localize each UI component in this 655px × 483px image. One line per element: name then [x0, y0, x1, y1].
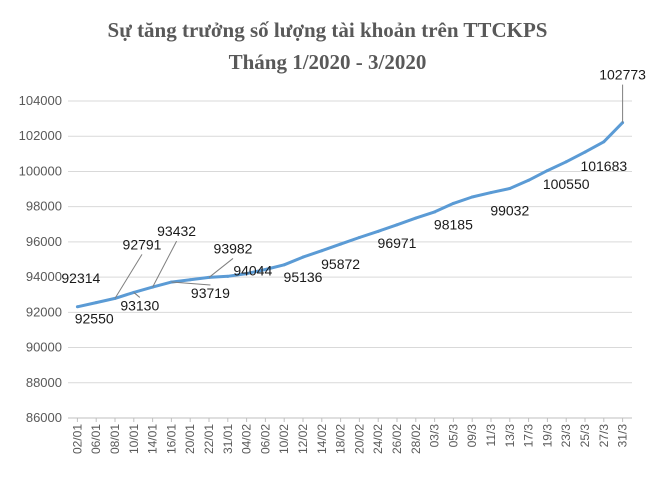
- data-point: [545, 169, 549, 173]
- data-label: 93130: [120, 297, 159, 313]
- x-tick-label: 14/01: [146, 424, 160, 454]
- data-label: 102773: [599, 67, 646, 83]
- data-label: 95872: [321, 256, 360, 272]
- data-point: [508, 186, 512, 190]
- data-label: 95136: [284, 269, 323, 285]
- x-tick-label: 25/3: [578, 424, 592, 448]
- y-tick-label: 86000: [26, 410, 62, 425]
- data-point: [94, 301, 98, 305]
- data-point: [263, 268, 267, 272]
- data-label: 93719: [191, 285, 230, 301]
- x-tick-label: 09/3: [465, 424, 479, 448]
- x-tick-label: 05/3: [446, 424, 460, 448]
- data-point: [226, 274, 230, 278]
- data-label: 94044: [233, 262, 272, 278]
- y-tick-label: 100000: [19, 163, 62, 178]
- x-tick-label: 20/02: [352, 424, 366, 454]
- x-tick-label: 27/3: [597, 424, 611, 448]
- x-tick-label: 10/02: [277, 424, 291, 454]
- data-point: [564, 160, 568, 164]
- x-tick-label: 24/02: [371, 424, 385, 454]
- data-point: [470, 195, 474, 199]
- data-point: [75, 305, 79, 309]
- data-point: [451, 201, 455, 205]
- x-tick-label: 19/3: [540, 424, 554, 448]
- data-point: [527, 178, 531, 182]
- x-tick-label: 06/02: [258, 424, 272, 454]
- data-label: 92550: [75, 311, 114, 327]
- x-tick-label: 28/02: [409, 424, 423, 454]
- data-label-leader: [208, 258, 234, 278]
- chart-title: Sự tăng trưởng số lượng tài khoản trên T…: [107, 18, 548, 42]
- x-tick-label: 12/02: [296, 424, 310, 454]
- data-point: [357, 235, 361, 239]
- x-tick-label: 02/01: [70, 424, 84, 454]
- data-label: 100550: [543, 176, 590, 192]
- data-label: 96971: [378, 235, 417, 251]
- data-label: 93432: [157, 223, 196, 239]
- x-tick-label: 08/01: [108, 424, 122, 454]
- x-tick-label: 23/3: [559, 424, 573, 448]
- y-tick-label: 102000: [19, 128, 62, 143]
- data-label-leader: [114, 254, 143, 299]
- data-label-leader: [133, 292, 141, 298]
- y-tick-label: 88000: [26, 375, 62, 390]
- data-label: 101683: [580, 158, 627, 174]
- x-tick-label: 04/02: [240, 424, 254, 454]
- x-tick-label: 11/3: [484, 424, 498, 447]
- data-point: [282, 263, 286, 267]
- x-tick-label: 16/01: [164, 424, 178, 454]
- x-tick-label: 26/02: [390, 424, 404, 454]
- data-point: [395, 223, 399, 227]
- x-tick-label: 03/3: [428, 424, 442, 448]
- x-tick-label: 20/01: [183, 424, 197, 454]
- data-point: [188, 278, 192, 282]
- data-point: [414, 216, 418, 220]
- x-tick-label: 10/01: [127, 424, 141, 454]
- data-label: 92314: [61, 270, 100, 286]
- x-tick-label: 13/3: [503, 424, 517, 448]
- y-tick-label: 96000: [26, 234, 62, 249]
- y-tick-label: 94000: [26, 269, 62, 284]
- y-tick-label: 90000: [26, 340, 62, 355]
- data-label-leader: [171, 281, 211, 286]
- data-label: 92791: [123, 236, 162, 252]
- data-point: [376, 229, 380, 233]
- x-tick-label: 14/02: [315, 424, 329, 454]
- data-point: [320, 249, 324, 253]
- x-tick-label: 17/3: [522, 424, 536, 448]
- y-tick-label: 98000: [26, 199, 62, 214]
- data-point: [602, 140, 606, 144]
- series-line: [77, 121, 624, 309]
- data-point: [301, 255, 305, 259]
- chart-subtitle: Tháng 1/2020 - 3/2020: [228, 50, 427, 74]
- data-point: [245, 272, 249, 276]
- x-tick-label: 31/3: [616, 424, 630, 448]
- data-point: [433, 210, 437, 214]
- x-tick-label: 18/02: [334, 424, 348, 454]
- x-tick-label: 06/01: [89, 424, 103, 454]
- y-tick-label: 104000: [19, 93, 62, 108]
- y-tick-label: 92000: [26, 304, 62, 319]
- data-point: [489, 191, 493, 195]
- data-point: [583, 150, 587, 154]
- x-tick-label: 31/01: [221, 424, 235, 454]
- data-point: [339, 242, 343, 246]
- data-label: 93982: [214, 240, 253, 256]
- x-tick-label: 22/01: [202, 424, 216, 454]
- data-label: 99032: [490, 202, 529, 218]
- data-label-leader: [152, 240, 178, 288]
- data-label: 98185: [434, 216, 473, 232]
